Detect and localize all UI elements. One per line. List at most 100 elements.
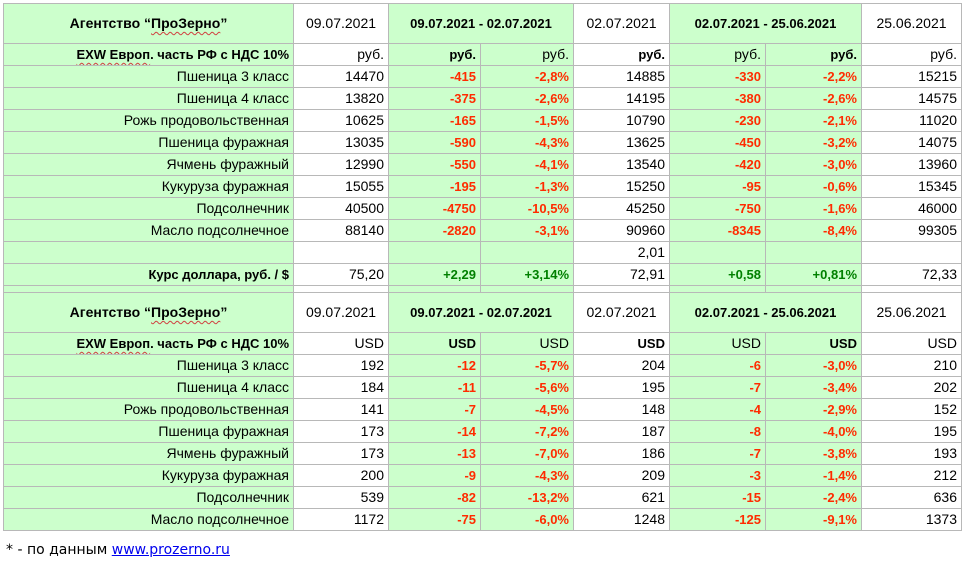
change-1: -14 <box>388 420 481 443</box>
agency-suffix: ” <box>220 15 228 31</box>
source-link[interactable]: www.prozerno.ru <box>111 542 230 558</box>
usd-rate-row: Курс доллара, руб. / $75,20 +2,29 +3,14% 72… <box>3 263 962 286</box>
table-row: Подсолнечник 40500 -4750 -10,5% 45250 -750 -1,… <box>3 197 962 220</box>
date-header-3: 25.06.2021 <box>861 3 962 44</box>
price-3: 636 <box>861 486 962 509</box>
change-2: -15 <box>669 486 766 509</box>
change-pct-1: -13,2% <box>480 486 574 509</box>
change-pct-2: -3,0% <box>765 153 862 176</box>
unit-cell: USD <box>573 332 670 355</box>
price-3: 13960 <box>861 153 962 176</box>
price-1: 173 <box>293 420 389 443</box>
price-3: 193 <box>861 442 962 465</box>
price-3: 99305 <box>861 219 962 242</box>
commodity-name: Рожь продовольственная <box>3 398 294 421</box>
table-row: Подсолнечник 539 -82 -13,2% 621 -15 -2,4% 636 <box>3 486 962 509</box>
price-1: 184 <box>293 376 389 399</box>
price-2: 187 <box>573 420 670 443</box>
agency-prefix: Агентство “ <box>69 15 152 31</box>
change-1: -13 <box>388 442 481 465</box>
price-1: 200 <box>293 464 389 487</box>
empty-cell <box>480 241 574 264</box>
commodity-name: Кукуруза фуражная <box>3 464 294 487</box>
commodity-name: Пшеница фуражная <box>3 420 294 443</box>
commodity-name: Пшеница фуражная <box>3 131 294 154</box>
price-1: 539 <box>293 486 389 509</box>
change-2: -330 <box>669 65 766 88</box>
price-3: 46000 <box>861 197 962 220</box>
price-table-body: Агентство “ПроЗерно” 09.07.2021 09.07.2021… <box>3 3 962 531</box>
change-pct-2: -9,1% <box>765 508 862 531</box>
price-1: 192 <box>293 354 389 377</box>
change-pct-1: -5,6% <box>480 376 574 399</box>
table-row: Ячмень фуражный 12990 -550 -4,1% 13540 -420 -3… <box>3 153 962 176</box>
range-header-2: 02.07.2021 - 25.06.2021 <box>669 292 862 333</box>
date-header-1: 09.07.2021 <box>293 3 389 44</box>
change-1: -375 <box>388 87 481 110</box>
change-pct-1: -5,7% <box>480 354 574 377</box>
agency-title: Агентство “ПроЗерно” <box>3 292 294 333</box>
change-2: -8 <box>669 420 766 443</box>
price-table: Агентство “ПроЗерно” 09.07.2021 09.07.2021… <box>3 3 962 531</box>
change-1: -82 <box>388 486 481 509</box>
commodity-name: Пшеница 4 класс <box>3 376 294 399</box>
change-pct-2: -1,4% <box>765 464 862 487</box>
price-2: 45250 <box>573 197 670 220</box>
price-2: 1248 <box>573 508 670 531</box>
commodity-name: Масло подсолнечное <box>3 508 294 531</box>
price-1: 10625 <box>293 109 389 132</box>
table-row: Пшеница 4 класс 184 -11 -5,6% 195 -7 -3,4% 202 <box>3 376 962 399</box>
extra-row: 2,01 <box>3 241 962 264</box>
change-1: -9 <box>388 464 481 487</box>
change-pct-2: -3,8% <box>765 442 862 465</box>
change-pct-2: -4,0% <box>765 420 862 443</box>
price-3: 11020 <box>861 109 962 132</box>
price-1: 14470 <box>293 65 389 88</box>
agency-brand: ПроЗерно <box>151 15 221 31</box>
range-header-1: 09.07.2021 - 02.07.2021 <box>388 292 574 333</box>
price-3: 15345 <box>861 175 962 198</box>
date-header-2: 02.07.2021 <box>573 292 670 333</box>
change-2: -8345 <box>669 219 766 242</box>
commodity-name: Пшеница 3 класс <box>3 65 294 88</box>
change-1: -7 <box>388 398 481 421</box>
change-1: -75 <box>388 508 481 531</box>
unit-row: EXW Европ. часть РФ с НДС 10% руб. руб. руб… <box>3 43 962 66</box>
table-row: Ячмень фуражный 173 -13 -7,0% 186 -7 -3,8% 193 <box>3 442 962 465</box>
price-1: 13820 <box>293 87 389 110</box>
table-row: Пшеница фуражная 13035 -590 -4,3% 13625 -450-… <box>3 131 962 154</box>
unit-cell: USD <box>861 332 962 355</box>
price-3: 212 <box>861 464 962 487</box>
price-1: 1172 <box>293 508 389 531</box>
change-pct-1: -7,0% <box>480 442 574 465</box>
change-1: -2820 <box>388 219 481 242</box>
price-2: 14885 <box>573 65 670 88</box>
change-pct-1: -4,5% <box>480 398 574 421</box>
table-row: Пшеница фуражная 173 -14 -7,2% 187 -8 -4,0% 195 <box>3 420 962 443</box>
price-3: 14075 <box>861 131 962 154</box>
price-2: 15250 <box>573 175 670 198</box>
unit-label-b: . часть РФ с НДС 10% <box>150 336 289 351</box>
separator-cell <box>3 285 294 293</box>
price-2: 13540 <box>573 153 670 176</box>
price-2: 209 <box>573 464 670 487</box>
price-3: 1373 <box>861 508 962 531</box>
separator-cell <box>573 285 670 293</box>
agency-brand: ПроЗерно <box>151 304 221 320</box>
price-3: 202 <box>861 376 962 399</box>
usd-rate-label: Курс доллара, руб. / $ <box>3 263 294 286</box>
commodity-name: Пшеница 3 класс <box>3 354 294 377</box>
change-pct-1: -4,3% <box>480 131 574 154</box>
change-pct-1: -4,3% <box>480 464 574 487</box>
change-2: -230 <box>669 109 766 132</box>
change-pct-1: -2,6% <box>480 87 574 110</box>
unit-label-a: EXW Европ <box>76 47 151 62</box>
separator-cell <box>293 285 389 293</box>
unit-cell: USD <box>388 332 481 355</box>
table-row: Рожь продовольственная 141 -7 -4,5% 148 -4 -2,… <box>3 398 962 421</box>
change-pct-2: -3,0% <box>765 354 862 377</box>
table-row: Пшеница 3 класс 14470 -415 -2,8% 14885 -330 -2… <box>3 65 962 88</box>
unit-label-a: EXW Европ <box>76 336 151 351</box>
unit-cell: USD <box>669 332 766 355</box>
price-3: 210 <box>861 354 962 377</box>
